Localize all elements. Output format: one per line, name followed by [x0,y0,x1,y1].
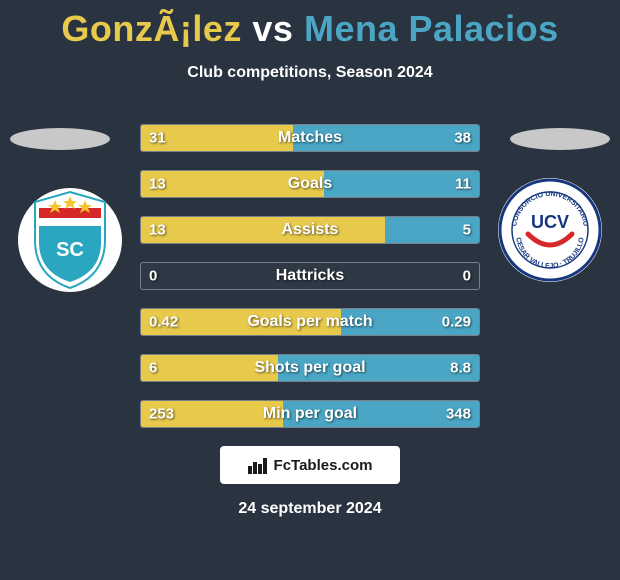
bar-fill-left [141,217,385,243]
comparison-title: GonzÃ¡lez vs Mena Palacios [0,0,620,50]
stat-value-left: 6 [149,360,157,377]
player1-name: GonzÃ¡lez [61,8,242,49]
svg-text:SC: SC [56,239,84,261]
stat-row: 3138Matches [140,124,480,152]
stat-value-right: 0 [463,268,471,285]
club-logo-right: UCV CONSORCIO UNIVERSITARIO CESAR VALLEJ… [498,178,602,282]
stat-row: 0 0Hattricks [140,262,480,290]
stat-value-left: 253 [149,406,174,423]
stat-value-left: 13 [149,176,166,193]
stat-value-right: 348 [446,406,471,423]
bar-fill-left [141,355,278,381]
stat-value-right: 0.29 [442,314,471,331]
ucv-icon: UCV CONSORCIO UNIVERSITARIO CESAR VALLEJ… [498,178,602,282]
bar-fill-right [278,355,479,381]
avatar-shadow-left [10,128,110,150]
stat-row: 0.420.29Goals per match [140,308,480,336]
stat-value-right: 8.8 [450,360,471,377]
footer-date: 24 september 2024 [0,500,620,518]
club-logo-left: SC [18,188,122,292]
subtitle: Club competitions, Season 2024 [0,64,620,82]
svg-text:UCV: UCV [531,212,569,232]
bar-fill-left [141,171,324,197]
stat-label: Hattricks [141,267,479,285]
stat-value-right: 11 [455,176,471,193]
stat-row: 135Assists [140,216,480,244]
stat-row: 68.8Shots per goal [140,354,480,382]
bar-fill-right [293,125,479,151]
stat-value-right: 38 [454,130,471,147]
avatar-shadow-right [510,128,610,150]
stat-value-left: 0.42 [149,314,178,331]
player2-name: Mena Palacios [304,8,559,49]
fctables-label: FcTables.com [274,457,373,474]
stat-row: 1311Goals [140,170,480,198]
sporting-cristal-icon: SC [27,190,113,290]
stat-bars-container: 3138Matches1311Goals135Assists00Hattrick… [140,124,480,446]
fctables-link[interactable]: FcTables.com [220,446,400,484]
stat-value-left: 0 [149,268,157,285]
stat-value-left: 13 [149,222,166,239]
chart-icon [248,456,268,474]
stat-value-left: 31 [149,130,166,147]
stat-row: 253348Min per goal [140,400,480,428]
stat-value-right: 5 [463,222,471,239]
vs-text: vs [252,8,293,49]
